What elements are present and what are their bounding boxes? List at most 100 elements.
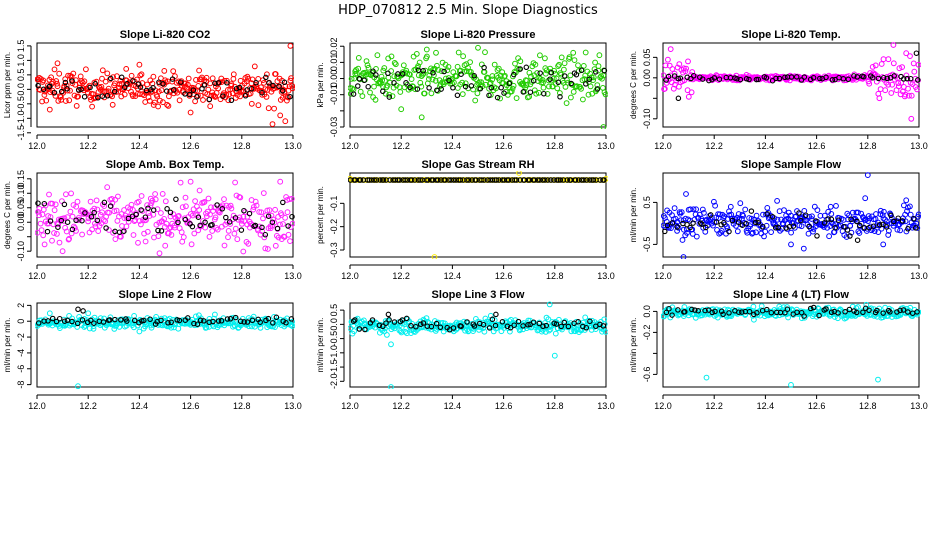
outlier-point — [431, 254, 438, 259]
data-point — [113, 207, 120, 214]
data-point — [556, 61, 562, 68]
data-point — [546, 327, 552, 334]
data-point — [274, 225, 281, 232]
data-point — [142, 99, 149, 105]
x-tick-label: 12.8 — [546, 401, 564, 411]
data-point — [56, 70, 63, 77]
data-point — [600, 323, 607, 329]
data-point — [597, 177, 603, 183]
data-point — [498, 72, 504, 79]
data-point — [594, 86, 601, 92]
outlier-point — [683, 191, 689, 197]
data-point — [663, 309, 670, 316]
data-point — [277, 221, 283, 228]
data-point — [137, 91, 143, 97]
data-point — [49, 237, 55, 244]
data-point — [215, 318, 222, 324]
data-point — [915, 211, 921, 218]
panel-title: Slope Line 4 (LT) Flow — [733, 289, 849, 301]
data-point — [761, 233, 767, 240]
data-point — [88, 317, 94, 324]
outlier-point — [675, 95, 682, 102]
data-point — [206, 233, 213, 240]
data-point — [407, 84, 413, 91]
data-point — [896, 65, 903, 72]
data-point — [266, 207, 273, 214]
data-point — [854, 74, 861, 80]
data-points — [661, 301, 921, 388]
data-point — [898, 79, 904, 86]
data-point — [596, 52, 603, 59]
data-point — [482, 49, 488, 56]
outlier-point — [398, 106, 405, 113]
data-point — [460, 53, 467, 60]
data-point — [210, 318, 216, 325]
data-point — [380, 67, 387, 74]
data-point — [882, 87, 889, 94]
data-point — [372, 96, 379, 103]
data-point — [515, 318, 522, 325]
data-point — [472, 97, 479, 104]
data-point — [55, 98, 62, 104]
data-point — [391, 80, 397, 86]
y-tick-label: 0.01 — [329, 54, 339, 72]
data-point — [474, 90, 481, 97]
data-point — [245, 240, 252, 247]
x-tick-label: 12.0 — [341, 401, 359, 411]
data-point — [102, 218, 109, 225]
data-point — [548, 70, 555, 76]
data-point — [142, 214, 149, 220]
data-point — [61, 318, 68, 324]
data-point — [808, 216, 815, 222]
data-point — [246, 210, 253, 217]
data-point — [786, 306, 793, 313]
data-point — [420, 320, 427, 326]
data-point — [520, 89, 527, 95]
y-tick-label: 0.00 — [16, 213, 26, 231]
data-point — [467, 59, 474, 65]
data-point — [887, 309, 893, 315]
data-point — [592, 59, 598, 66]
data-point — [192, 198, 199, 205]
data-point — [145, 205, 151, 212]
data-point — [721, 213, 727, 220]
data-point — [218, 79, 225, 85]
data-point — [131, 317, 138, 324]
data-point — [568, 328, 575, 335]
data-point — [56, 315, 63, 322]
panel-title: Slope Line 3 Flow — [432, 289, 525, 301]
data-point — [885, 81, 892, 88]
outlier-point — [59, 248, 66, 255]
data-point — [746, 76, 752, 83]
data-point — [493, 177, 500, 183]
data-point — [661, 85, 668, 92]
data-point — [685, 93, 692, 100]
data-point — [726, 228, 732, 235]
data-point — [285, 231, 292, 238]
data-point — [46, 191, 52, 198]
data-point — [143, 217, 149, 224]
data-point — [425, 177, 431, 183]
data-point — [736, 216, 742, 223]
data-point — [73, 203, 80, 210]
data-point — [891, 73, 897, 79]
y-axis-label: degrees C per min. — [629, 51, 638, 119]
data-point — [561, 319, 568, 326]
plot-frame — [662, 42, 920, 128]
data-point — [205, 195, 212, 202]
data-point — [391, 60, 398, 66]
data-points — [348, 44, 608, 129]
data-point — [142, 238, 149, 245]
data-point — [35, 209, 41, 215]
data-point — [148, 324, 155, 331]
data-point — [179, 204, 186, 211]
data-point — [807, 305, 814, 312]
data-point — [370, 68, 376, 74]
data-point — [163, 88, 170, 94]
data-point — [251, 63, 258, 70]
data-point — [220, 93, 226, 99]
data-point — [289, 83, 295, 89]
data-point — [810, 75, 817, 81]
data-point — [712, 202, 718, 209]
data-point — [268, 88, 275, 95]
